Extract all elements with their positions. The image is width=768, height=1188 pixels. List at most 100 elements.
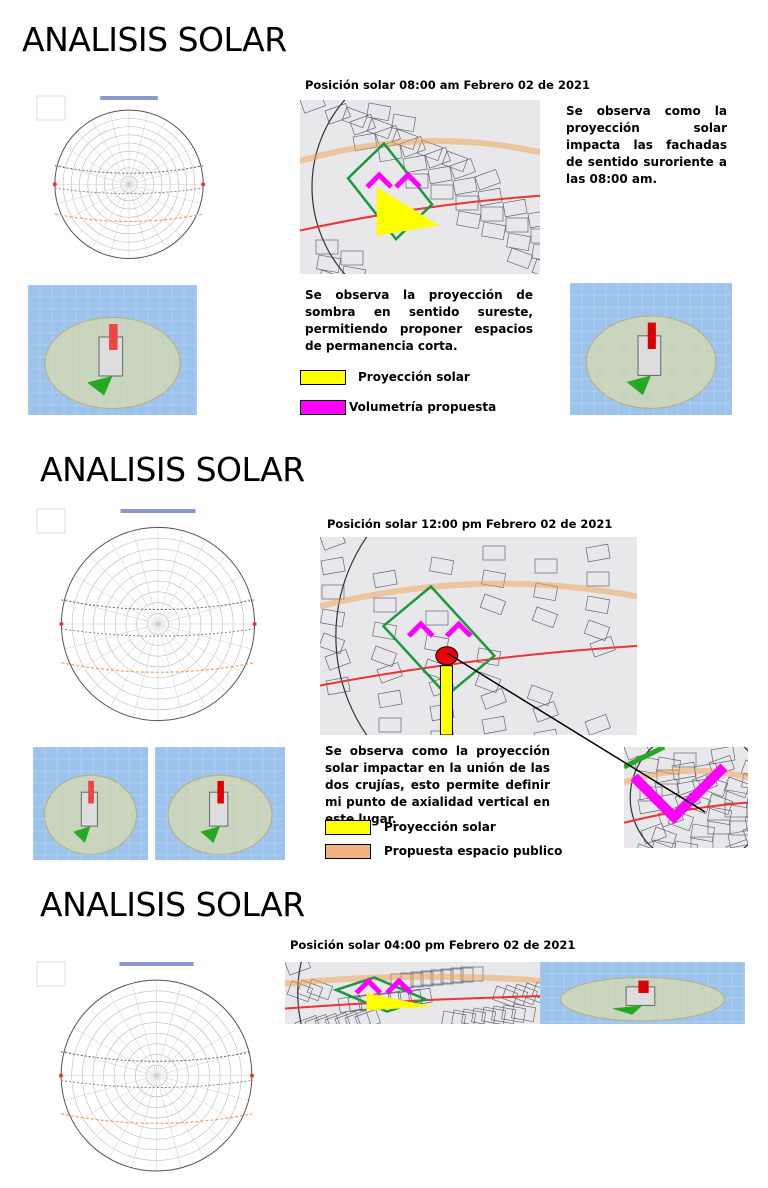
image-detail bbox=[511, 1003, 537, 1023]
image-detail bbox=[320, 537, 637, 735]
image-detail bbox=[61, 628, 255, 637]
image-detail bbox=[707, 806, 733, 826]
sun-diagram bbox=[36, 961, 254, 1172]
image-detail bbox=[87, 376, 113, 396]
image-detail bbox=[376, 187, 440, 236]
image-detail bbox=[57, 184, 130, 204]
image-detail bbox=[377, 689, 403, 709]
image-detail bbox=[344, 1010, 371, 1024]
image-detail bbox=[285, 962, 311, 976]
image-detail bbox=[402, 154, 428, 174]
image-detail bbox=[217, 780, 224, 804]
image-detail bbox=[316, 254, 342, 274]
legend-swatch bbox=[300, 400, 346, 415]
image-detail bbox=[36, 508, 66, 534]
image-detail bbox=[424, 634, 450, 654]
image-detail bbox=[109, 623, 159, 708]
image-detail bbox=[252, 622, 257, 626]
image-detail bbox=[74, 575, 159, 625]
image-detail bbox=[429, 556, 455, 576]
image-detail bbox=[451, 1009, 477, 1024]
image-detail bbox=[52, 182, 57, 187]
image-detail bbox=[586, 571, 610, 587]
render-3d bbox=[28, 285, 197, 415]
image-detail bbox=[109, 184, 130, 257]
image-detail bbox=[156, 1007, 225, 1076]
image-detail bbox=[611, 1005, 643, 1015]
image-detail bbox=[341, 106, 369, 129]
image-detail bbox=[200, 826, 220, 844]
image-detail bbox=[324, 649, 351, 671]
image-detail bbox=[372, 569, 398, 589]
image-detail bbox=[406, 620, 473, 638]
image-detail bbox=[501, 1004, 527, 1024]
map-detail bbox=[624, 747, 748, 848]
image-detail bbox=[156, 1050, 249, 1076]
image-detail bbox=[474, 169, 501, 191]
image-detail bbox=[365, 171, 422, 189]
sun-diagram bbox=[36, 508, 257, 722]
image-detail bbox=[320, 537, 346, 551]
caption: Posición solar 12:00 pm Febrero 02 de 20… bbox=[327, 517, 613, 531]
image-detail bbox=[89, 623, 159, 693]
image-detail bbox=[128, 147, 194, 185]
image-detail bbox=[64, 1075, 157, 1101]
image-detail bbox=[650, 826, 678, 848]
image-detail bbox=[88, 1007, 157, 1076]
image-detail bbox=[300, 138, 540, 164]
image-detail bbox=[131, 1075, 157, 1168]
image-detail bbox=[482, 545, 506, 561]
image-detail bbox=[651, 839, 677, 848]
map-image bbox=[300, 100, 540, 274]
image-detail bbox=[439, 665, 453, 735]
image-detail bbox=[88, 1075, 157, 1144]
image-detail bbox=[36, 961, 66, 987]
image-detail bbox=[285, 973, 540, 987]
image-detail bbox=[366, 993, 433, 1011]
image-detail bbox=[633, 843, 661, 848]
image-detail bbox=[54, 165, 204, 174]
section-title: ANALISIS SOLAR bbox=[22, 20, 287, 59]
note: Se observa la proyección de sombra en se… bbox=[305, 288, 533, 353]
image-detail bbox=[741, 772, 748, 792]
image-detail bbox=[76, 131, 130, 185]
image-detail bbox=[626, 375, 651, 396]
image-detail bbox=[511, 983, 539, 1006]
image-detail bbox=[320, 608, 346, 628]
image-detail bbox=[157, 555, 227, 625]
map-image bbox=[285, 962, 540, 1024]
image-detail bbox=[128, 184, 194, 222]
image-detail bbox=[506, 232, 532, 252]
image-detail bbox=[64, 623, 159, 650]
image-detail bbox=[638, 980, 649, 993]
image-detail bbox=[527, 209, 540, 229]
image-detail bbox=[321, 584, 345, 600]
image-detail bbox=[300, 100, 326, 114]
image-detail bbox=[128, 131, 182, 185]
image-detail bbox=[128, 112, 149, 185]
note: Se observa como la proyección solar impa… bbox=[325, 744, 550, 826]
image-detail bbox=[690, 836, 714, 848]
image-detail bbox=[366, 102, 392, 122]
render-3d bbox=[33, 747, 148, 860]
image-detail bbox=[479, 593, 507, 616]
image-detail bbox=[320, 580, 637, 610]
image-detail bbox=[744, 812, 748, 832]
caption: Posición solar 08:00 am Febrero 02 de 20… bbox=[305, 78, 590, 92]
sun-diagram bbox=[36, 95, 206, 260]
image-detail bbox=[349, 114, 376, 136]
image-detail bbox=[425, 610, 449, 626]
image-detail bbox=[480, 206, 504, 222]
image-detail bbox=[534, 558, 558, 574]
image-detail bbox=[624, 747, 748, 848]
image-detail bbox=[724, 789, 748, 809]
image-detail bbox=[64, 184, 130, 222]
render-3d bbox=[540, 962, 745, 1024]
image-detail bbox=[405, 173, 429, 189]
render-3d bbox=[155, 747, 285, 860]
image-detail bbox=[128, 184, 182, 237]
image-detail bbox=[585, 595, 611, 615]
image-detail bbox=[441, 150, 469, 173]
image-detail bbox=[505, 217, 529, 233]
image-detail bbox=[76, 184, 130, 237]
